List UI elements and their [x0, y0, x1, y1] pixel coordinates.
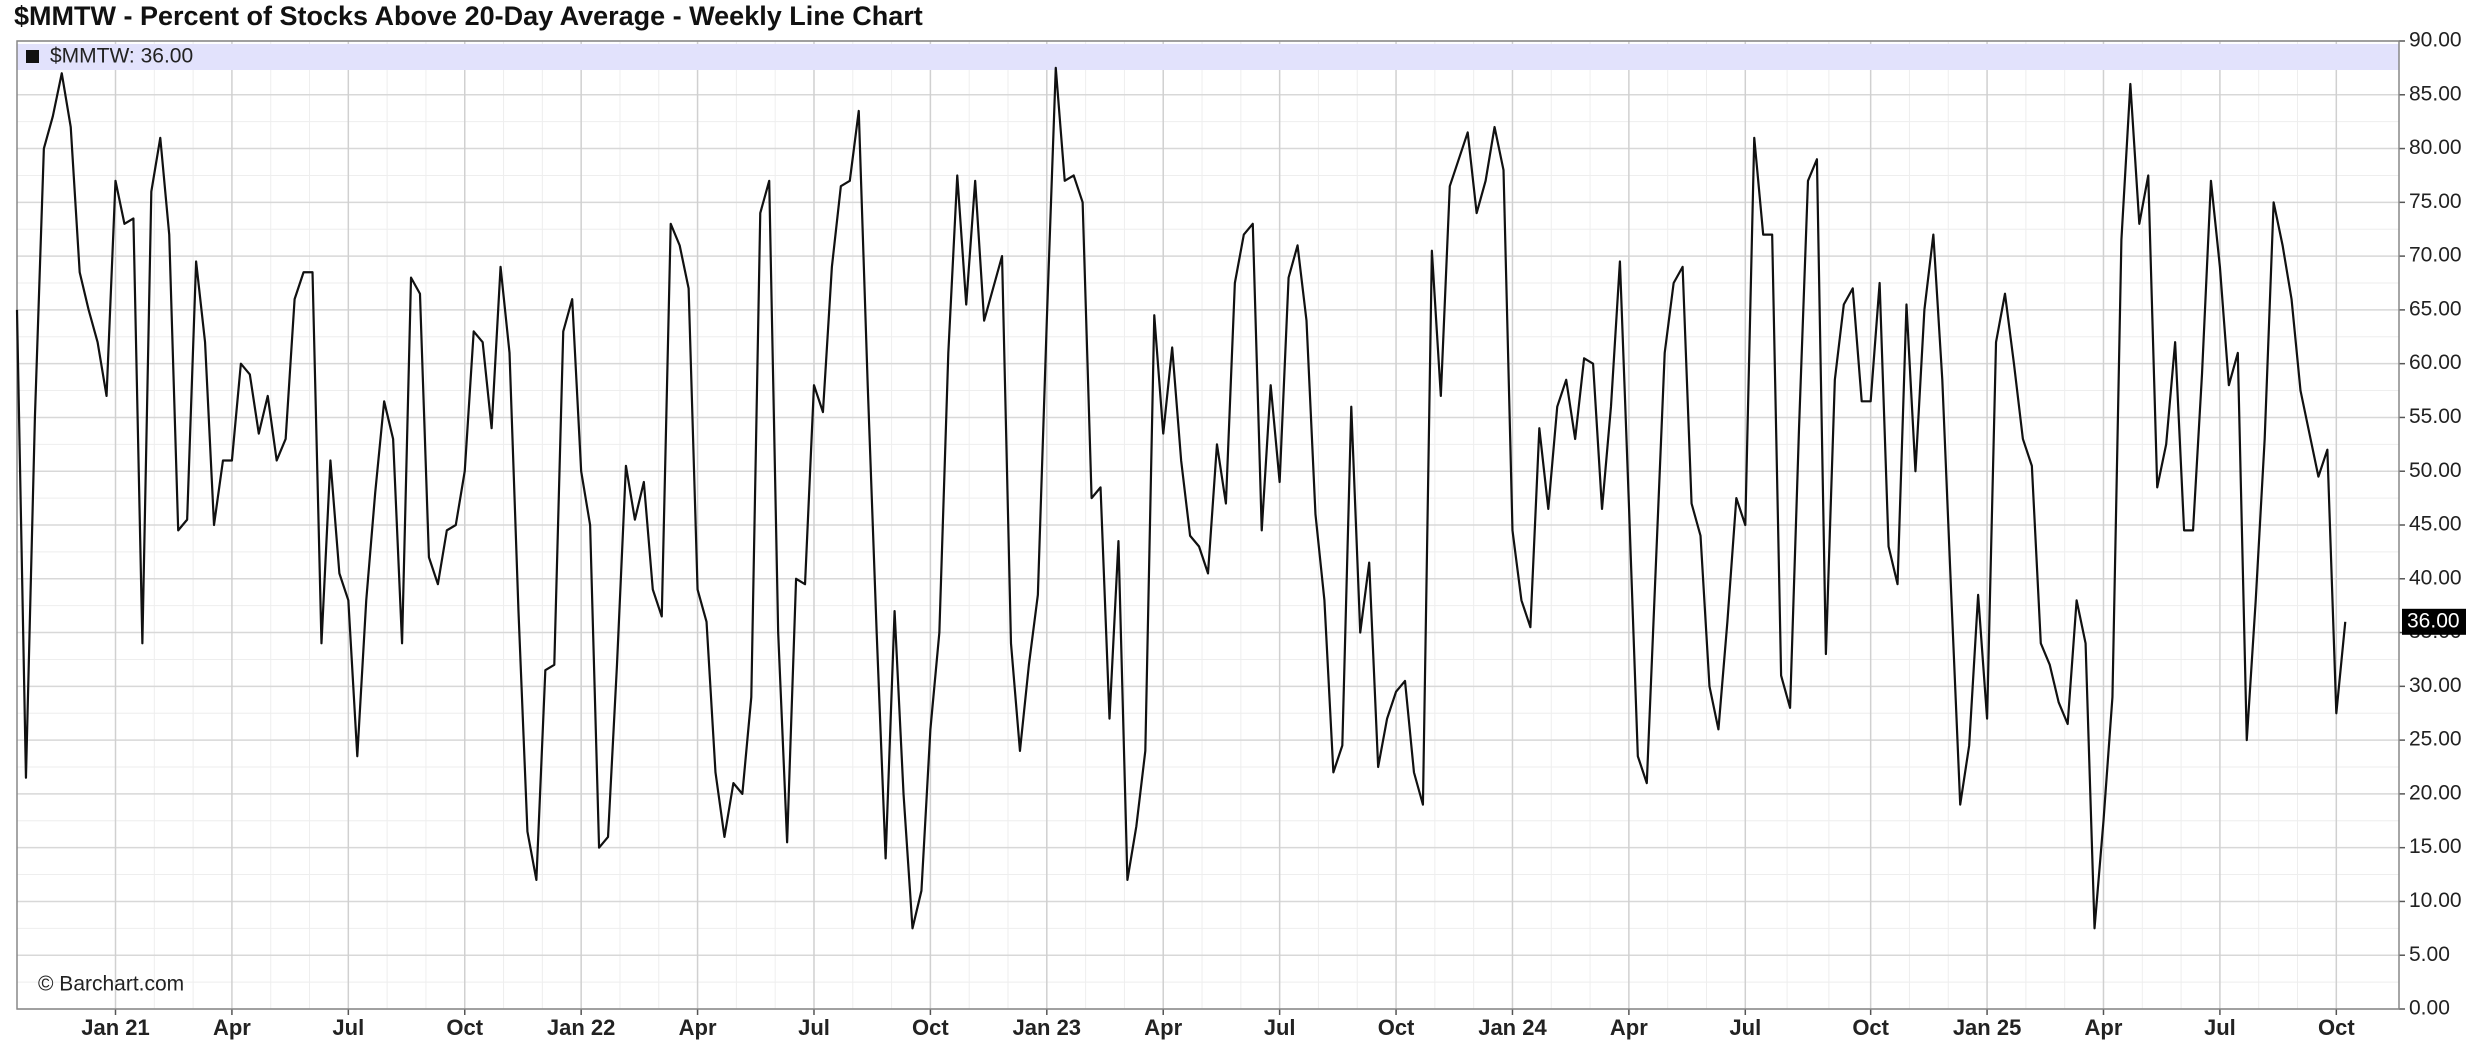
x-tick-label: Jan 25: [1953, 1015, 2022, 1040]
x-tick-label: Oct: [912, 1015, 949, 1040]
x-tick-label: Apr: [213, 1015, 251, 1040]
x-tick-label: Jul: [798, 1015, 830, 1040]
legend-swatch: [26, 50, 39, 63]
x-tick-label: Oct: [2318, 1015, 2355, 1040]
credit: © Barchart.com: [38, 973, 184, 996]
y-tick-label: 80.00: [2409, 136, 2462, 159]
last-value-box: [2402, 608, 2466, 635]
x-tick-label: Jul: [332, 1015, 364, 1040]
y-tick-label: 40.00: [2409, 566, 2462, 589]
series-line: [15, 66, 2347, 930]
plot-border: [16, 40, 2400, 1010]
x-tick-label: Jan 21: [81, 1015, 150, 1040]
y-tick-label: 30.00: [2409, 674, 2462, 697]
x-tick-label: Oct: [1378, 1015, 1415, 1040]
x-tick-label: Jan 23: [1013, 1015, 1082, 1040]
y-tick-label: 75.00: [2409, 190, 2462, 213]
chart-title: $MMTW - Percent of Stocks Above 20-Day A…: [14, 1, 923, 31]
y-tick-label: 50.00: [2409, 459, 2462, 482]
y-tick-label: 0.00: [2409, 997, 2450, 1020]
x-tick-label: Oct: [446, 1015, 483, 1040]
last-value-label: 36.00: [2407, 609, 2460, 632]
y-tick-label: 70.00: [2409, 244, 2462, 267]
y-tick-label: 20.00: [2409, 781, 2462, 804]
y-tick-label: 25.00: [2409, 728, 2462, 751]
x-tick-label: Apr: [679, 1015, 717, 1040]
y-tick-label: 15.00: [2409, 835, 2462, 858]
y-tick-label: 55.00: [2409, 405, 2462, 428]
x-tick-label: Apr: [1610, 1015, 1648, 1040]
x-tick-label: Apr: [1144, 1015, 1182, 1040]
legend-text: $MMTW: 36.00: [50, 45, 193, 68]
y-tick-label: 60.00: [2409, 351, 2462, 374]
y-tick-label: 45.00: [2409, 513, 2462, 536]
legend-band: [17, 44, 2399, 70]
x-tick-label: Jul: [1264, 1015, 1296, 1040]
x-tick-label: Jan 22: [547, 1015, 616, 1040]
y-tick-label: 10.00: [2409, 889, 2462, 912]
x-tick-label: Apr: [2085, 1015, 2123, 1040]
y-tick-label: 90.00: [2409, 29, 2462, 52]
y-tick-label: 5.00: [2409, 943, 2450, 966]
x-tick-label: Jan 24: [1478, 1015, 1547, 1040]
grid: [17, 40, 2399, 1010]
y-tick-label: 65.00: [2409, 297, 2462, 320]
y-tick-label: 85.00: [2409, 82, 2462, 105]
x-tick-label: Jul: [1729, 1015, 1761, 1040]
x-tick-label: Oct: [1852, 1015, 1889, 1040]
x-tick-label: Jul: [2204, 1015, 2236, 1040]
